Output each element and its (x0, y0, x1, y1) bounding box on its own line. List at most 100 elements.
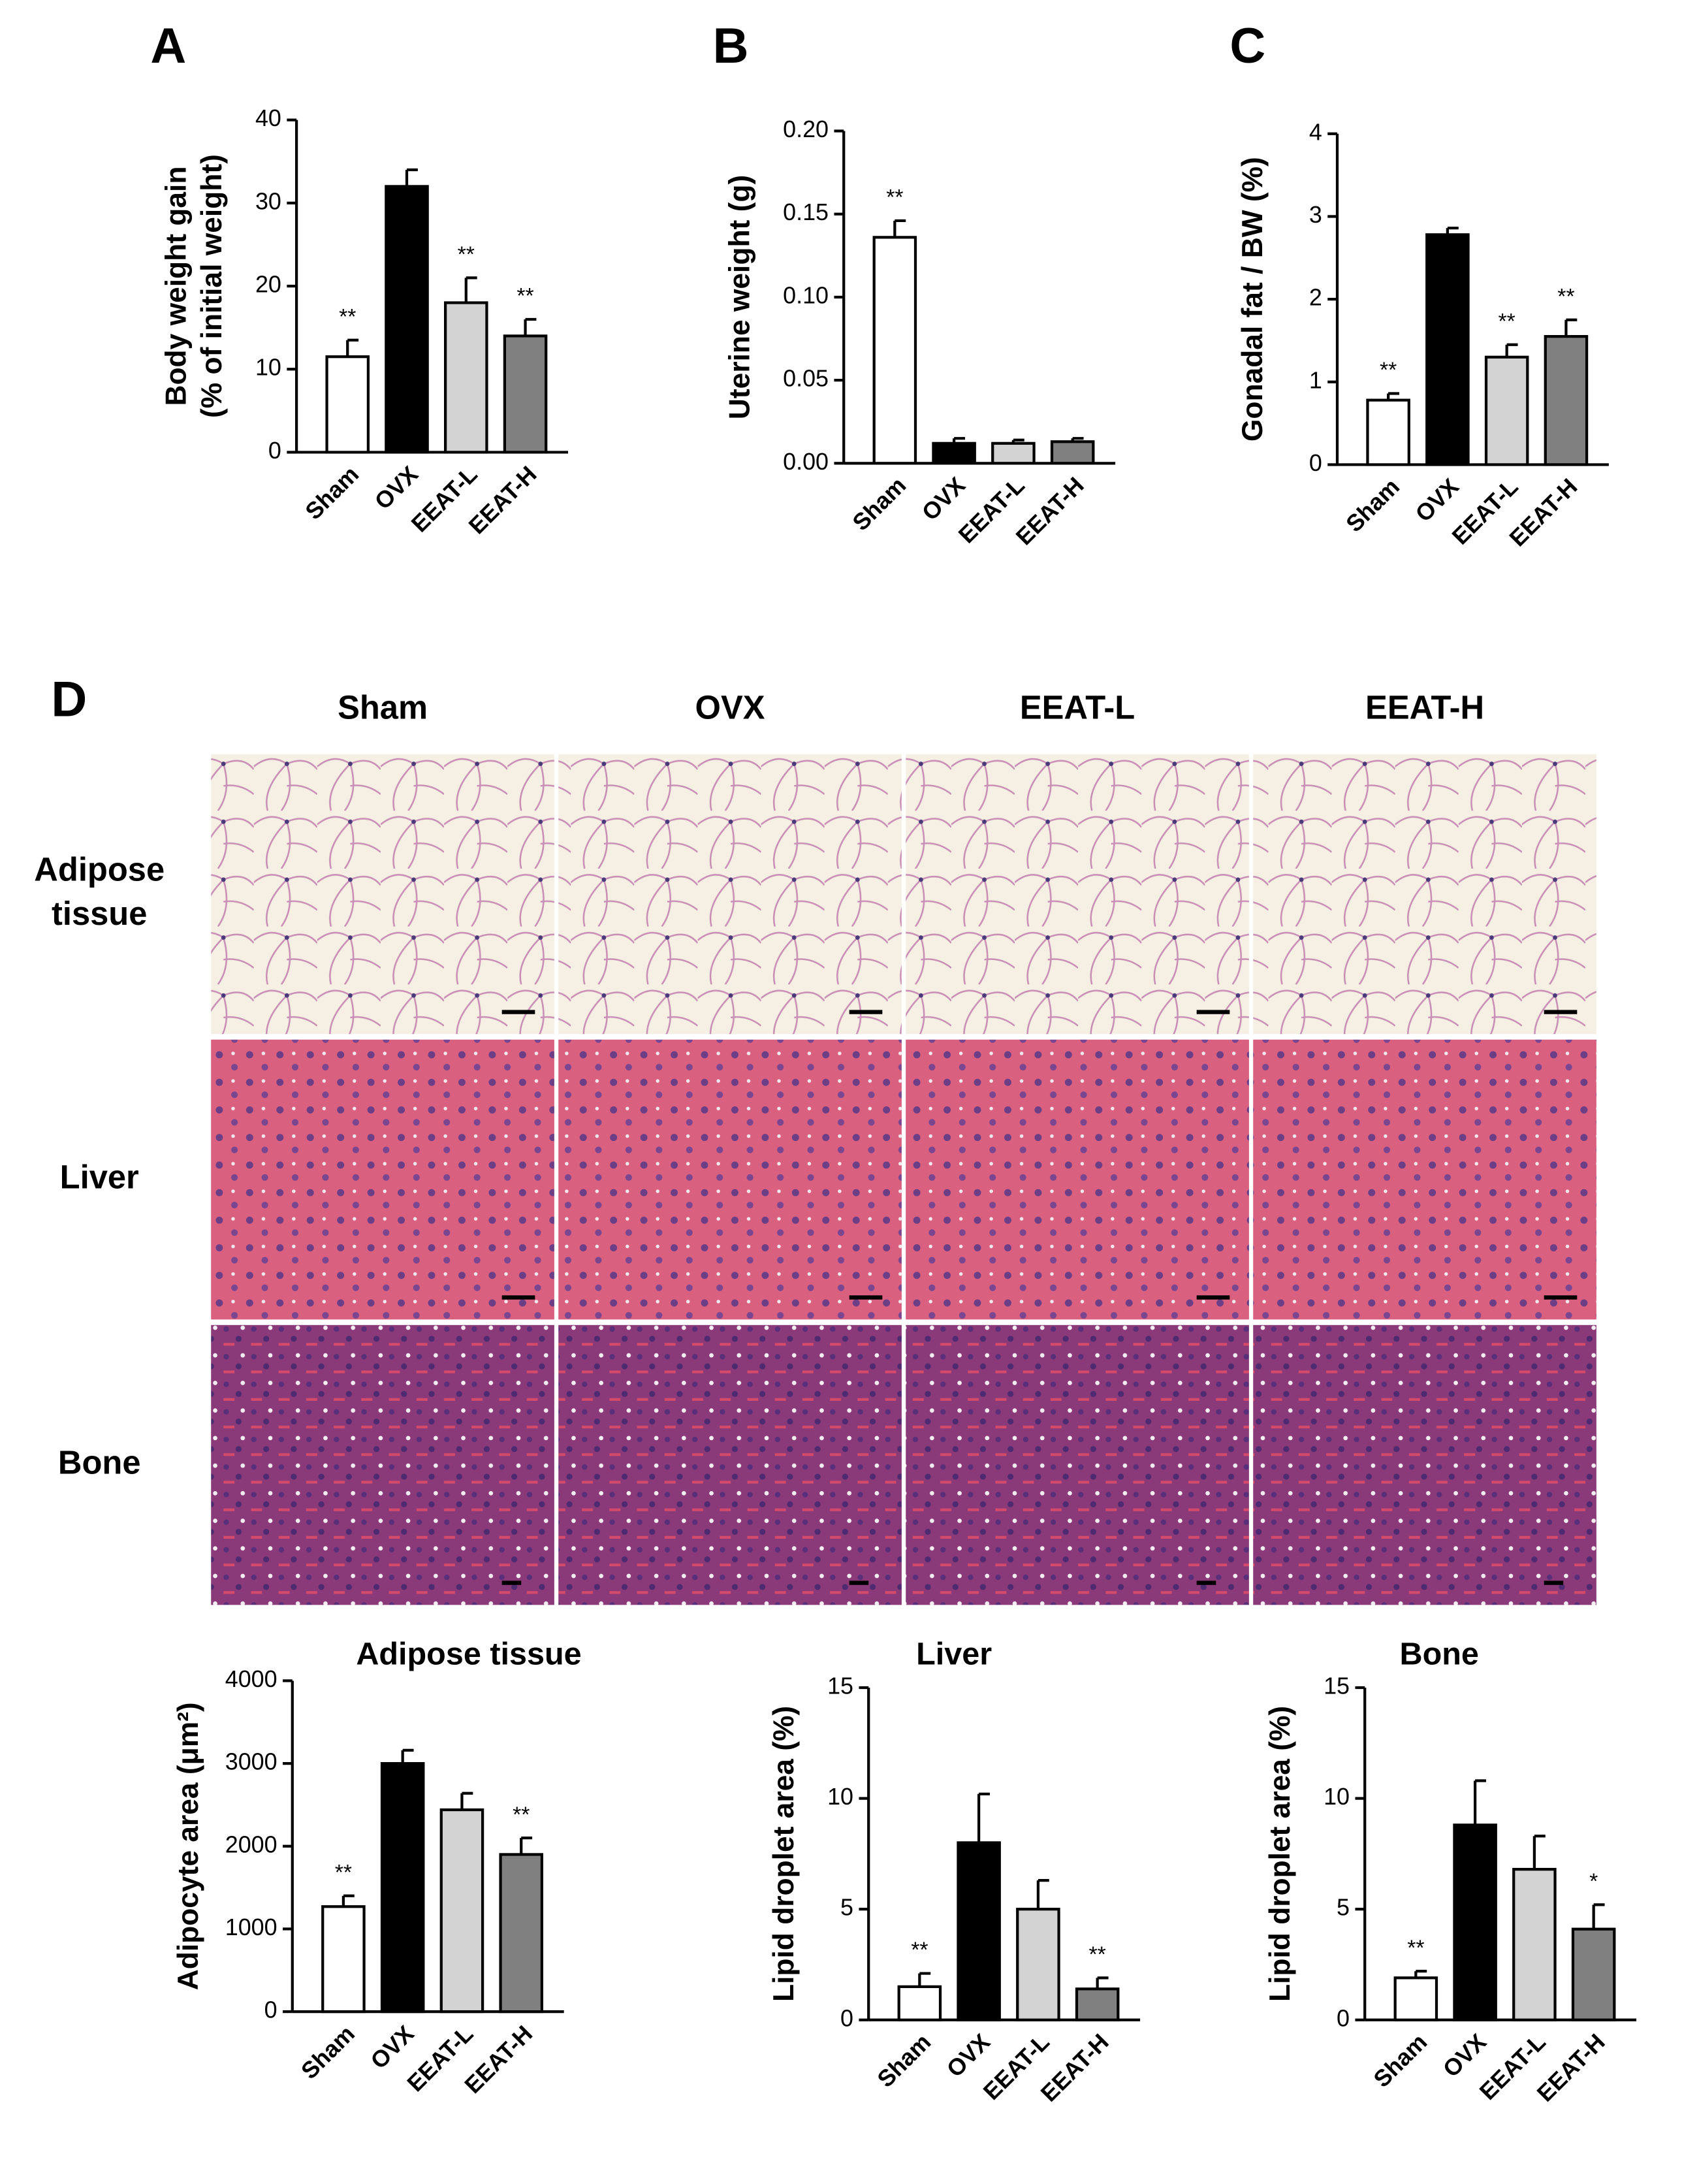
bar (1484, 355, 1529, 466)
x-tick-label: Sham (848, 472, 911, 536)
y-axis-label: Lipid droplet area (%) (768, 1706, 800, 2002)
bar (439, 1808, 484, 2014)
row-label: tissue (52, 895, 147, 932)
y-tick-label: 15 (827, 1673, 853, 1699)
micrograph (1253, 754, 1596, 1035)
bar (1075, 1987, 1120, 2021)
bar (897, 1985, 942, 2021)
panel-label: C (1230, 18, 1265, 74)
x-tick-label: Sham (872, 2029, 936, 2092)
bar (932, 442, 976, 465)
y-tick-label: 2 (1309, 285, 1322, 311)
y-tick-label: 0.10 (783, 282, 829, 308)
micrograph (906, 754, 1249, 1035)
y-axis-label: Gonadal fat / BW (%) (1237, 157, 1269, 442)
panel-label: D (51, 672, 87, 728)
x-tick-label: OVX (942, 2029, 995, 2082)
x-tick-label: OVX (1438, 2029, 1491, 2082)
significance-label: ** (1557, 284, 1574, 309)
column-header: EEAT-H (1365, 689, 1484, 726)
micrograph (211, 1039, 554, 1320)
bar (1425, 233, 1470, 466)
column-header: EEAT-L (1020, 689, 1135, 726)
row-label: Adipose (34, 851, 165, 888)
bar (321, 1905, 366, 2014)
chart-panel: 0 5 10 15 Lipid droplet area (%) Liver ** Sham O… (768, 1636, 1141, 2107)
bar (1512, 1868, 1557, 2021)
chart-title: Adipose tissue (356, 1636, 581, 1671)
bar (443, 301, 488, 454)
x-tick-label: OVX (917, 472, 970, 526)
significance-label: ** (911, 1938, 928, 1963)
y-tick-label: 5 (1337, 1895, 1350, 1921)
row-label: Bone (58, 1443, 141, 1481)
y-tick-label: 0.05 (783, 366, 829, 392)
x-tick-label: Sham (296, 2021, 360, 2084)
y-tick-label: 15 (1324, 1673, 1350, 1699)
significance-label: ** (516, 283, 533, 308)
y-tick-label: 5 (840, 1895, 853, 1921)
significance-label: ** (1407, 1935, 1424, 1960)
row-label: Liver (60, 1158, 139, 1195)
histology-panel: D Sham OVX EEAT-L EEAT-H Adipose tissue Liver Bo… (34, 672, 1596, 1605)
micrograph (906, 1039, 1249, 1320)
micrograph (558, 754, 902, 1035)
y-tick-label: 0 (264, 1997, 278, 2023)
significance-label: ** (513, 1802, 530, 1827)
bar (1016, 1908, 1060, 2021)
y-tick-label: 0 (840, 2005, 853, 2031)
chart-title: Liver (916, 1636, 992, 1671)
y-tick-label: 10 (1324, 1784, 1350, 1810)
x-tick-label: Sham (1369, 2029, 1432, 2092)
micrograph (211, 754, 554, 1035)
y-tick-label: 0.00 (783, 449, 829, 475)
y-tick-label: 30 (255, 188, 281, 214)
micrograph (558, 1039, 902, 1320)
column-header: Sham (338, 689, 428, 726)
panel-label: A (150, 18, 186, 74)
bar (872, 236, 917, 465)
x-tick-label: Sham (300, 461, 364, 524)
y-tick-label: 0 (1309, 450, 1322, 476)
chart-title: Bone (1400, 1636, 1479, 1671)
bar (957, 1841, 1001, 2021)
y-tick-label: 4 (1309, 119, 1322, 145)
chart-panel: 0 10 20 30 40 Body weight gain (% of initial w… (150, 18, 568, 539)
y-axis-label: Uterine weight (g) (724, 175, 756, 419)
micrograph (1253, 1039, 1596, 1320)
bar (1544, 335, 1589, 466)
significance-label: ** (1380, 358, 1397, 383)
micrograph (211, 1325, 554, 1605)
y-tick-label: 0 (268, 438, 281, 464)
y-axis-label: Lipid droplet area (%) (1264, 1706, 1296, 2002)
micrograph (906, 1325, 1249, 1605)
column-header: OVX (695, 689, 765, 726)
bar (1453, 1823, 1497, 2021)
micrograph (558, 1325, 902, 1605)
significance-label: ** (1089, 1942, 1106, 1967)
significance-label: ** (335, 1860, 352, 1885)
y-tick-label: 2000 (225, 1831, 278, 1857)
y-tick-label: 20 (255, 272, 281, 298)
y-axis-label: (% of initial weight) (196, 154, 228, 418)
bar (1050, 440, 1095, 465)
y-tick-label: 0.20 (783, 116, 829, 142)
y-tick-label: 3000 (225, 1749, 278, 1775)
bar (1393, 1976, 1438, 2021)
significance-label: ** (339, 304, 356, 329)
bar (385, 185, 429, 454)
bar (1366, 398, 1410, 466)
y-tick-label: 1000 (225, 1914, 278, 1940)
y-tick-label: 0.15 (783, 199, 829, 225)
y-tick-label: 40 (255, 105, 281, 131)
significance-label: * (1589, 1869, 1598, 1894)
bar (380, 1762, 425, 2014)
significance-label: ** (886, 185, 903, 210)
chart-panel: 0 5 10 15 Lipid droplet area (%) Bone ** Sham OV… (1264, 1636, 1637, 2107)
y-tick-label: 10 (255, 355, 281, 381)
y-tick-label: 3 (1309, 202, 1322, 228)
x-tick-label: OVX (1410, 474, 1464, 527)
bar (499, 1853, 543, 2014)
